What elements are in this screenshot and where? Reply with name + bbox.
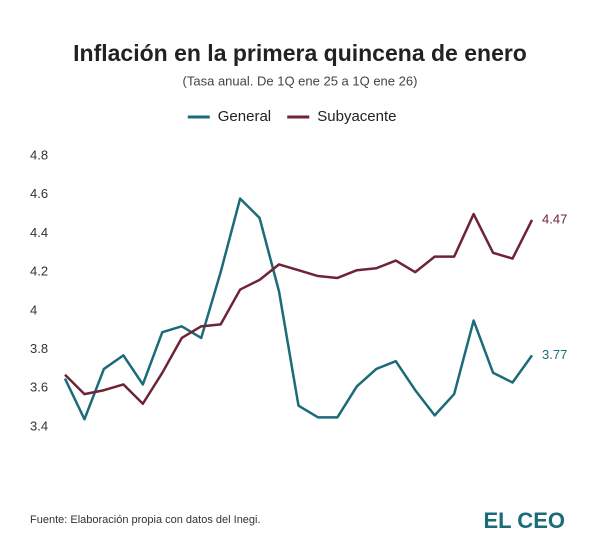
y-tick-label: 3.4 — [30, 418, 48, 433]
legend-label: General — [218, 108, 271, 125]
y-tick-label: 3.6 — [30, 380, 48, 395]
y-tick-label: 4.6 — [30, 186, 48, 201]
end-value-label: 4.47 — [542, 211, 567, 226]
brand-logo: EL CEO — [483, 508, 565, 533]
y-tick-label: 4.4 — [30, 225, 48, 240]
y-tick-label: 3.8 — [30, 341, 48, 356]
y-tick-label: 4.2 — [30, 264, 48, 279]
series-line — [64, 212, 534, 406]
y-tick-label: 4.8 — [30, 147, 48, 162]
legend-label: Subyacente — [317, 108, 396, 125]
end-value-label: 3.77 — [542, 347, 567, 362]
chart-subtitle: (Tasa anual. De 1Q ene 25 a 1Q ene 26) — [183, 73, 418, 88]
chart-title: Inflación en la primera quincena de ener… — [73, 40, 527, 66]
series-line — [63, 197, 534, 421]
source-note: Fuente: Elaboración propia con datos del… — [30, 514, 261, 526]
y-tick-label: 4 — [30, 302, 37, 317]
